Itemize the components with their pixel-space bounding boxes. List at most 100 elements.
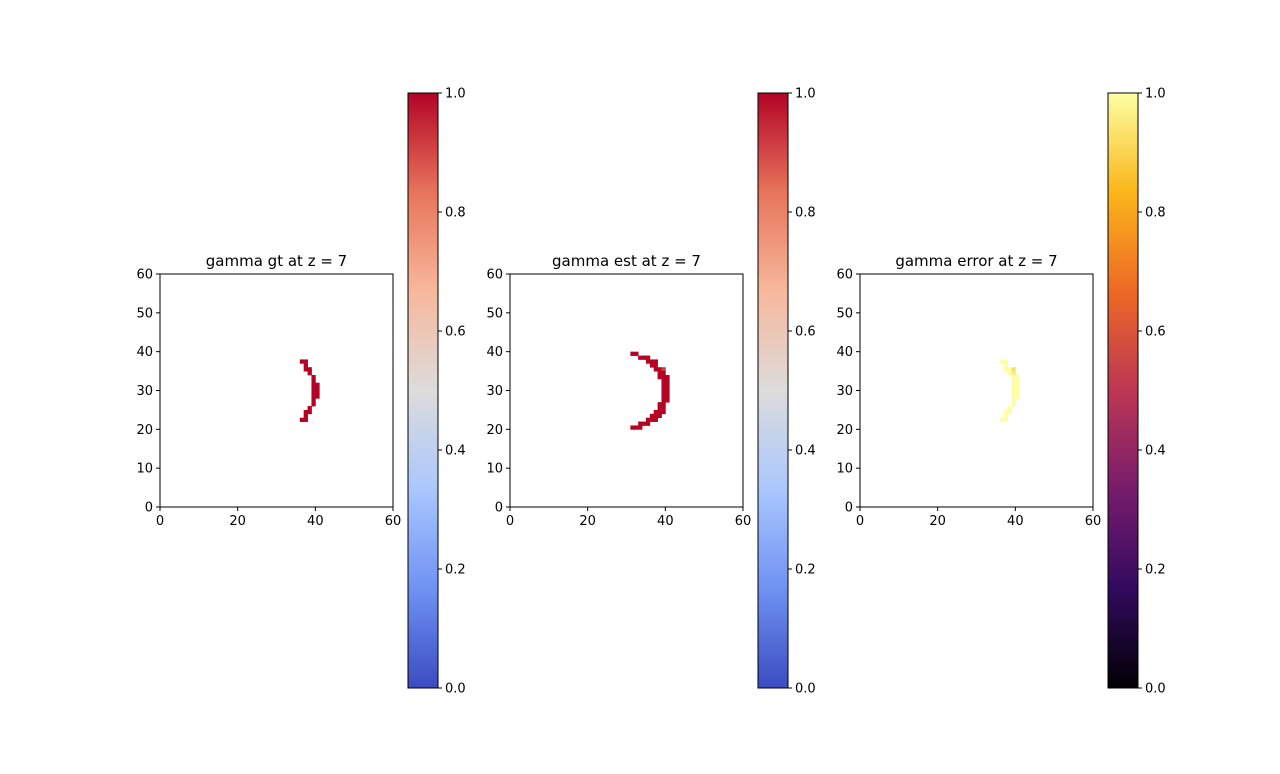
heatmap-cell (661, 382, 670, 388)
heatmap-cell (1011, 398, 1016, 403)
heatmap-cell (661, 394, 670, 399)
heatmap-cell (1011, 382, 1020, 388)
heatmap-cell (299, 417, 308, 422)
heatmap-cell (661, 378, 670, 384)
heatmap-cell (1003, 363, 1008, 368)
heatmap-cell (307, 406, 312, 411)
heatmap-cell (311, 374, 316, 380)
heatmap-cell (657, 402, 666, 407)
x-tick-label: 20 (229, 514, 246, 529)
y-tick-label: 20 (836, 423, 853, 438)
heatmap-cell (311, 402, 316, 407)
heatmap-cell (657, 371, 666, 376)
x-tick-label: 40 (1007, 514, 1024, 529)
x-tick-label: 60 (735, 514, 752, 529)
heatmap-cell (645, 359, 658, 364)
colorbar-tick-label: 1.0 (795, 87, 816, 102)
y-tick-label: 20 (136, 423, 153, 438)
colorbar (407, 92, 439, 689)
heatmap-cell (1011, 378, 1020, 384)
y-tick-label: 50 (836, 306, 853, 321)
y-tick-label: 50 (136, 306, 153, 321)
heatmap-cell (307, 371, 312, 376)
x-tick-label: 60 (385, 514, 402, 529)
colorbar-tick-label: 1.0 (1145, 87, 1166, 102)
y-tick-label: 10 (486, 462, 503, 477)
heatmap-cell (1011, 374, 1020, 380)
colorbar-tick-label: 0.2 (795, 563, 816, 578)
heatmap-cell (1007, 371, 1012, 376)
y-tick-label: 10 (836, 462, 853, 477)
colorbar (1107, 92, 1139, 689)
chart-title: gamma error at z = 7 (895, 252, 1057, 270)
colorbar-tick-label: 0.0 (795, 682, 816, 697)
subplot-3: gamma error at z = 7 0 20 40 60 0 10 20 30 40 50 60… (836, 87, 1165, 697)
chart-title: gamma est at z = 7 (552, 252, 701, 270)
heatmap-cell (630, 351, 639, 356)
heatmap-cell (303, 413, 308, 419)
chart-title: gamma gt at z = 7 (206, 252, 347, 270)
heatmap-cell (638, 421, 651, 426)
heatmap-cell (1007, 406, 1012, 411)
colorbar (757, 92, 789, 689)
heatmap-cell (303, 367, 312, 372)
x-tick-label: 20 (929, 514, 946, 529)
heatmap-cell (311, 398, 316, 403)
heatmap-cell (638, 355, 651, 360)
heatmap-cell (1011, 394, 1020, 399)
y-tick-label: 0 (145, 501, 153, 516)
y-tick-label: 40 (136, 345, 153, 360)
heatmap-cell (645, 417, 658, 422)
y-tick-label: 60 (136, 268, 153, 283)
colorbar-tick-label: 0.8 (1145, 206, 1166, 221)
heatmap-cell (311, 390, 320, 395)
subplot-1: gamma gt at z = 7 0 20 40 60 0 10 20 30 40 50 60 0.0… (136, 87, 465, 697)
y-tick-label: 20 (486, 423, 503, 438)
heatmap-cell (661, 367, 666, 372)
heatmap-cell (311, 394, 320, 399)
colorbar-tick-label: 0.4 (445, 444, 466, 459)
x-tick-label: 40 (307, 514, 324, 529)
heatmap-cell (1011, 386, 1020, 391)
heatmap-cell (630, 425, 643, 430)
heatmap-cell (1003, 367, 1012, 372)
heatmap-cell (653, 367, 662, 372)
x-tick-label: 60 (1085, 514, 1102, 529)
y-tick-label: 30 (836, 384, 853, 399)
colorbar-tick-label: 0.0 (445, 682, 466, 697)
y-tick-label: 40 (486, 345, 503, 360)
heatmap-cell (649, 363, 658, 368)
heatmap-cell (1011, 390, 1020, 395)
colorbar-tick-label: 0.8 (445, 206, 466, 221)
x-tick-label: 40 (657, 514, 674, 529)
heatmap-cell (311, 378, 316, 384)
heatmap-cell (657, 374, 670, 380)
y-tick-label: 0 (845, 501, 853, 516)
heatmap-cell (999, 359, 1008, 364)
heatmap-cell (299, 359, 308, 364)
colorbar-tick-label: 0.6 (795, 325, 816, 340)
x-tick-label: 0 (506, 514, 514, 529)
heatmap-cell (657, 406, 666, 411)
heatmap-cell (649, 413, 662, 419)
x-tick-label: 20 (579, 514, 596, 529)
colorbar-tick-label: 0.6 (445, 325, 466, 340)
y-tick-label: 10 (136, 462, 153, 477)
heatmap-cell (661, 398, 670, 403)
y-tick-label: 30 (486, 384, 503, 399)
heatmap-cell (653, 409, 666, 415)
colorbar-tick-label: 0.2 (1145, 563, 1166, 578)
heatmap-cell (661, 386, 670, 391)
heatmap-cell (1011, 371, 1016, 376)
subplot-2: gamma est at z = 7 0 20 40 60 0 10 20 30 40 50 60 0.… (486, 87, 815, 697)
colorbar-tick-label: 0.4 (795, 444, 816, 459)
heatmap-cell (999, 417, 1008, 422)
y-tick-label: 60 (836, 268, 853, 283)
colorbar-tick-label: 0.2 (445, 563, 466, 578)
y-tick-label: 40 (836, 345, 853, 360)
y-tick-label: 0 (495, 501, 503, 516)
heatmap-cell (1003, 409, 1012, 415)
x-tick-label: 0 (156, 514, 164, 529)
colorbar-tick-label: 0.4 (1145, 444, 1166, 459)
